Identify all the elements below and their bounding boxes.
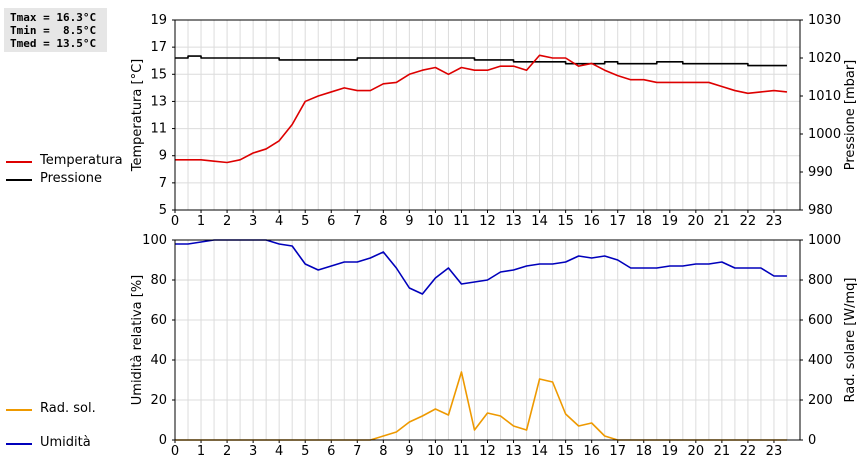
series-line-umidit-: [175, 239, 787, 295]
x-tick-label: 11: [453, 444, 470, 459]
x-tick-label: 7: [353, 444, 361, 459]
y-tick-label: 5: [159, 203, 167, 218]
x-tick-label: 12: [479, 214, 496, 229]
y-tick-label: 19: [150, 13, 167, 28]
x-tick-label: 0: [171, 444, 179, 459]
y2-tick-label: 200: [808, 393, 833, 408]
x-tick-label: 21: [714, 444, 731, 459]
x-tick-label: 20: [688, 214, 705, 229]
x-tick-label: 18: [635, 444, 652, 459]
x-tick-label: 8: [379, 444, 387, 459]
legend-line-radsol: [6, 409, 32, 411]
y-tick-label: 80: [150, 273, 167, 288]
x-tick-label: 21: [714, 214, 731, 229]
x-tick-label: 10: [427, 444, 444, 459]
x-tick-label: 8: [379, 214, 387, 229]
tmin-text: Tmin = 8.5°C: [10, 24, 97, 37]
y-tick-label: 100: [142, 233, 167, 248]
x-tick-label: 5: [301, 214, 309, 229]
legend-label-temperatura: Temperatura: [40, 153, 123, 168]
series-line-temperatura: [175, 54, 788, 164]
plot-frame: [174, 239, 801, 441]
x-tick-label: 15: [557, 214, 574, 229]
y2-axis-label: Rad. solare [W/mq]: [843, 277, 858, 402]
x-tick-label: 7: [353, 214, 361, 229]
chart-panel-1: 0 1 2 3 4 5 6 7 8 9 10 11 12 13 14 15 16 17 18 19 20 21 22 2357…: [130, 13, 858, 229]
y2-tick-label: 980: [808, 203, 833, 218]
tmax-text: Tmax = 16.3°C: [10, 11, 97, 24]
legend-label-pressione: Pressione: [40, 171, 103, 186]
x-tick-label: 4: [275, 214, 283, 229]
y2-axis-label: Pressione [mbar]: [843, 60, 858, 171]
y-axis-label: Umidità relativa [%]: [130, 275, 145, 405]
stats-box: Tmax = 16.3°C Tmin = 8.5°C Tmed = 13.5°C: [4, 8, 107, 52]
x-tick-label: 16: [583, 444, 600, 459]
x-tick-label: 16: [583, 214, 600, 229]
x-tick-label: 23: [766, 214, 783, 229]
legend-line-pressione: [6, 179, 32, 181]
x-tick-label: 10: [427, 214, 444, 229]
x-tick-label: 15: [557, 444, 574, 459]
x-tick-label: 19: [662, 214, 679, 229]
y-tick-label: 60: [150, 313, 167, 328]
y-tick-label: 13: [150, 94, 167, 109]
x-tick-label: 6: [327, 214, 335, 229]
x-tick-label: 11: [453, 214, 470, 229]
x-tick-label: 1: [197, 214, 205, 229]
y2-tick-label: 800: [808, 273, 833, 288]
x-tick-label: 20: [688, 444, 705, 459]
x-tick-label: 3: [249, 444, 257, 459]
x-tick-label: 12: [479, 444, 496, 459]
y2-tick-label: 600: [808, 313, 833, 328]
x-tick-label: 17: [609, 444, 626, 459]
x-tick-label: 19: [662, 444, 679, 459]
x-tick-label: 14: [531, 214, 548, 229]
x-tick-label: 18: [635, 214, 652, 229]
legend-label-umidita: Umidità: [40, 435, 91, 450]
y-tick-label: 17: [150, 40, 167, 55]
y2-tick-label: 0: [808, 433, 816, 448]
legend-line-umidita: [6, 443, 32, 445]
x-tick-label: 9: [405, 444, 413, 459]
y-tick-label: 20: [150, 393, 167, 408]
x-tick-label: 1: [197, 444, 205, 459]
chart-panel-2: 0 1 2 3 4 5 6 7 8 9 10 11 12 13 14 15 16 17 18 19 20 21 22 2302…: [130, 233, 858, 459]
y2-tick-label: 400: [808, 353, 833, 368]
y-tick-label: 0: [159, 433, 167, 448]
x-tick-label: 13: [505, 444, 522, 459]
x-tick-label: 2: [223, 214, 231, 229]
y2-tick-label: 1020: [808, 51, 841, 66]
y2-tick-label: 1030: [808, 13, 841, 28]
x-tick-label: 2: [223, 444, 231, 459]
x-tick-label: 3: [249, 214, 257, 229]
x-tick-label: 0: [171, 214, 179, 229]
y-axis-label: Temperatura [°C]: [130, 59, 145, 172]
plot-frame: [174, 19, 801, 211]
y-tick-label: 7: [159, 176, 167, 191]
x-tick-label: 14: [531, 444, 548, 459]
y2-tick-label: 1010: [808, 89, 841, 104]
tmed-text: Tmed = 13.5°C: [10, 37, 97, 50]
series-line-pressione: [175, 55, 787, 67]
y2-tick-label: 1000: [808, 233, 841, 248]
legend-line-temperatura: [6, 161, 32, 163]
y-tick-label: 40: [150, 353, 167, 368]
y-tick-label: 9: [159, 149, 167, 164]
x-tick-label: 9: [405, 214, 413, 229]
x-tick-label: 22: [740, 444, 757, 459]
y-tick-label: 15: [150, 67, 167, 82]
x-tick-label: 17: [609, 214, 626, 229]
y2-tick-label: 1000: [808, 127, 841, 142]
legend-label-radsol: Rad. sol.: [40, 401, 96, 416]
x-tick-label: 23: [766, 444, 783, 459]
y-tick-label: 11: [150, 122, 167, 137]
x-tick-label: 6: [327, 444, 335, 459]
y2-tick-label: 990: [808, 165, 833, 180]
x-tick-label: 5: [301, 444, 309, 459]
x-tick-label: 22: [740, 214, 757, 229]
x-tick-label: 4: [275, 444, 283, 459]
x-tick-label: 13: [505, 214, 522, 229]
